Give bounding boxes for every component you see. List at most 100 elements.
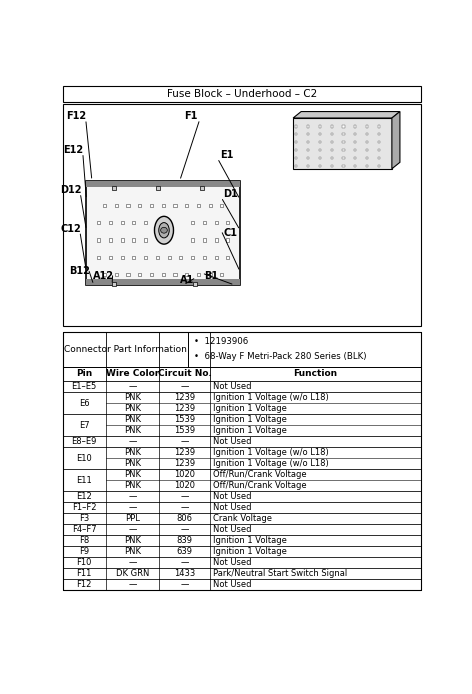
- Bar: [156, 255, 159, 259]
- Bar: [86, 279, 240, 285]
- Bar: [162, 204, 165, 207]
- Bar: [378, 126, 380, 128]
- Bar: [226, 255, 229, 259]
- Bar: [63, 513, 421, 524]
- Bar: [63, 366, 421, 382]
- Text: F9: F9: [79, 547, 89, 556]
- Text: Ignition 1 Voltage: Ignition 1 Voltage: [212, 547, 287, 556]
- Text: Off/Run/Crank Voltage: Off/Run/Crank Voltage: [212, 481, 306, 490]
- Bar: [112, 282, 117, 286]
- Text: D12: D12: [60, 185, 82, 195]
- Text: PNK: PNK: [124, 393, 141, 403]
- Bar: [191, 238, 194, 242]
- Bar: [343, 133, 345, 135]
- Bar: [319, 165, 321, 167]
- Text: E7: E7: [79, 421, 90, 430]
- Bar: [378, 165, 380, 167]
- Bar: [378, 133, 380, 135]
- Bar: [366, 149, 368, 151]
- Bar: [132, 238, 135, 242]
- Bar: [307, 133, 309, 135]
- Text: 1539: 1539: [174, 415, 195, 424]
- Bar: [63, 392, 421, 414]
- Text: PNK: PNK: [124, 448, 141, 457]
- Bar: [197, 273, 200, 276]
- Bar: [97, 221, 100, 224]
- Text: PPL: PPL: [125, 514, 140, 523]
- Bar: [330, 149, 333, 151]
- Text: —: —: [180, 492, 189, 501]
- Bar: [354, 157, 356, 159]
- Text: PNK: PNK: [124, 405, 141, 414]
- Text: —: —: [128, 382, 137, 391]
- Bar: [63, 103, 421, 326]
- Bar: [319, 157, 321, 159]
- Bar: [209, 204, 212, 207]
- Bar: [63, 579, 421, 590]
- Text: PNK: PNK: [124, 426, 141, 435]
- Bar: [144, 255, 147, 259]
- Text: Not Used: Not Used: [212, 492, 251, 501]
- Bar: [63, 545, 421, 557]
- Bar: [226, 221, 229, 224]
- Text: •  68-Way F Metri-Pack 280 Series (BLK): • 68-Way F Metri-Pack 280 Series (BLK): [194, 353, 366, 362]
- Bar: [319, 149, 321, 151]
- Bar: [343, 157, 345, 159]
- Bar: [330, 133, 333, 135]
- Bar: [132, 221, 135, 224]
- Bar: [86, 181, 240, 187]
- Bar: [168, 255, 171, 259]
- Bar: [193, 282, 197, 286]
- Text: D1: D1: [223, 189, 237, 199]
- Bar: [63, 447, 421, 469]
- Text: 1239: 1239: [174, 393, 195, 403]
- Text: Wire Color: Wire Color: [106, 369, 159, 378]
- Text: —: —: [180, 558, 189, 567]
- Bar: [109, 255, 112, 259]
- Bar: [295, 157, 297, 159]
- Bar: [214, 238, 218, 242]
- Text: F10: F10: [76, 558, 92, 567]
- Text: PNK: PNK: [124, 459, 141, 468]
- Text: PNK: PNK: [124, 415, 141, 424]
- Text: B12: B12: [69, 266, 90, 276]
- Text: Ignition 1 Voltage (w/o L18): Ignition 1 Voltage (w/o L18): [212, 448, 329, 457]
- Bar: [63, 568, 421, 579]
- Bar: [330, 126, 333, 128]
- Text: E8–E9: E8–E9: [71, 437, 97, 446]
- Text: 1433: 1433: [174, 568, 195, 577]
- Text: PNK: PNK: [124, 536, 141, 545]
- Bar: [343, 126, 345, 128]
- Bar: [307, 157, 309, 159]
- Text: E6: E6: [79, 399, 90, 408]
- Bar: [138, 273, 141, 276]
- Text: PNK: PNK: [124, 481, 141, 490]
- Bar: [354, 149, 356, 151]
- Text: E1: E1: [220, 151, 233, 160]
- Bar: [63, 382, 421, 392]
- Text: Not Used: Not Used: [212, 525, 251, 534]
- Bar: [214, 255, 218, 259]
- Bar: [354, 165, 356, 167]
- Bar: [343, 165, 345, 167]
- Bar: [138, 204, 141, 207]
- Text: Park/Neutral Start Switch Signal: Park/Neutral Start Switch Signal: [212, 568, 347, 577]
- Bar: [109, 238, 112, 242]
- Text: —: —: [180, 525, 189, 534]
- Text: 1020: 1020: [174, 481, 195, 490]
- Bar: [203, 255, 206, 259]
- Text: A12: A12: [93, 271, 114, 280]
- Bar: [295, 142, 297, 144]
- Bar: [115, 273, 118, 276]
- Bar: [378, 142, 380, 144]
- Text: Crank Voltage: Crank Voltage: [212, 514, 271, 523]
- Text: E12: E12: [76, 492, 92, 501]
- Text: C1: C1: [223, 228, 237, 238]
- Bar: [126, 204, 130, 207]
- Bar: [173, 204, 177, 207]
- Text: Not Used: Not Used: [212, 437, 251, 446]
- Bar: [63, 332, 421, 590]
- Bar: [115, 204, 118, 207]
- Text: E12: E12: [64, 145, 84, 155]
- Bar: [203, 221, 206, 224]
